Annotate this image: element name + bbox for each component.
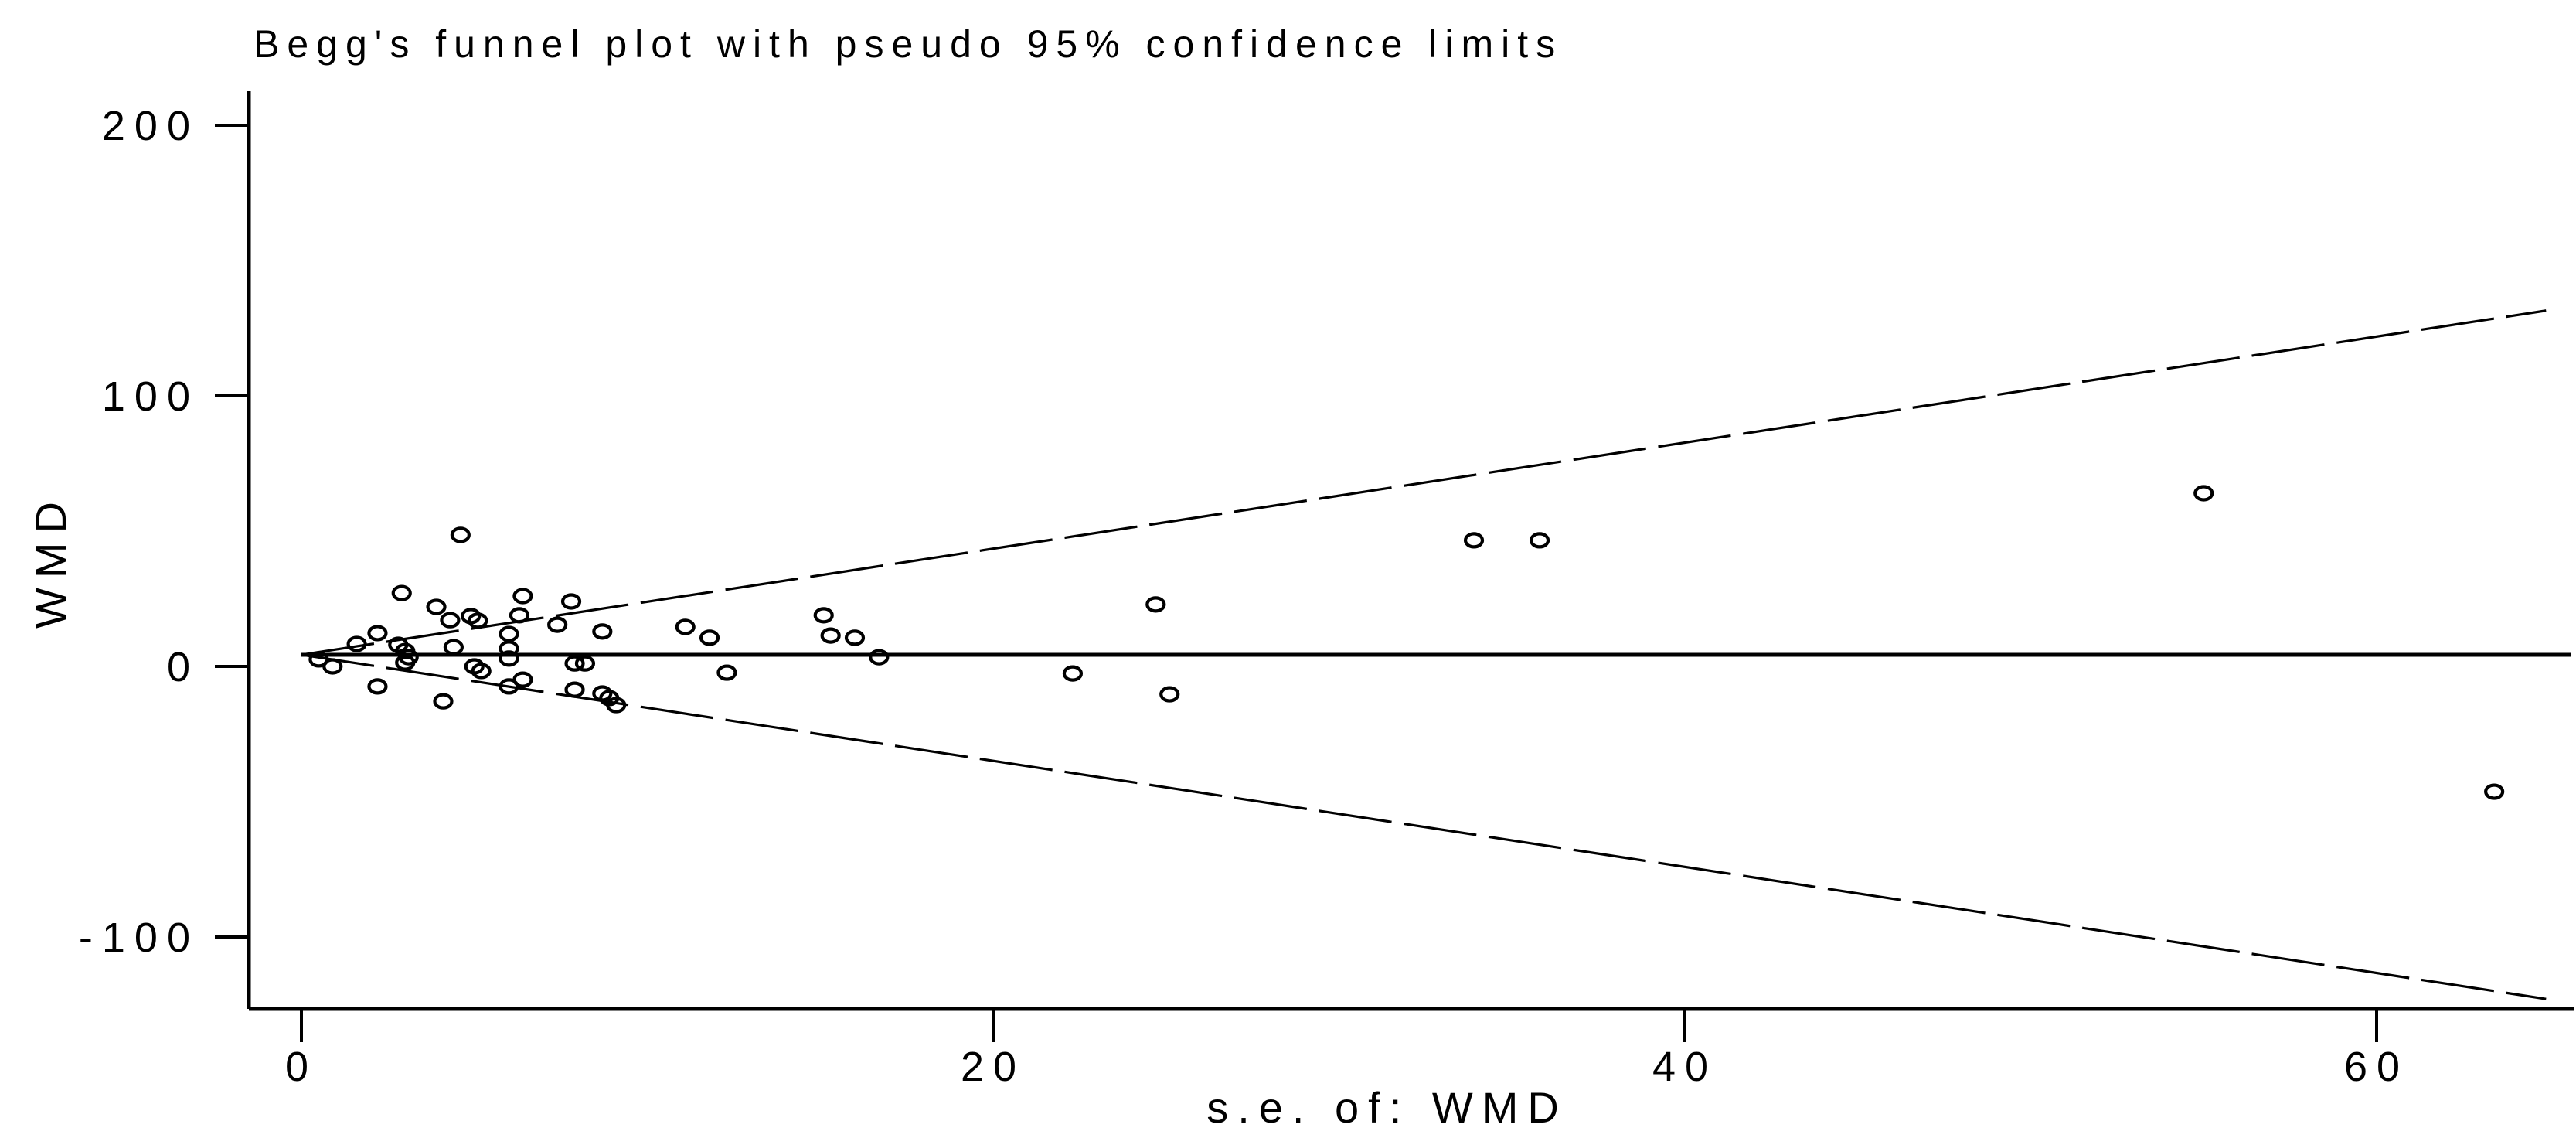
study-point xyxy=(2484,783,2505,800)
study-point xyxy=(471,663,492,680)
study-point xyxy=(2193,485,2214,502)
study-point xyxy=(346,635,367,652)
scatter-points-layer xyxy=(308,485,2505,800)
study-point xyxy=(1463,532,1485,549)
axes-layer: 200 100 0 -100 0 20 40 60 xyxy=(79,91,2574,1090)
study-point xyxy=(499,640,519,657)
study-point xyxy=(308,651,329,668)
study-point xyxy=(1159,686,1180,703)
upper-confidence-limit-line xyxy=(301,309,2547,656)
study-point xyxy=(813,607,834,624)
study-point xyxy=(499,625,519,642)
study-point xyxy=(869,649,890,666)
x-axis-title: s.e. of: WMD xyxy=(1206,1083,1568,1132)
study-point xyxy=(398,649,419,666)
y-tick-label: -100 xyxy=(79,915,199,961)
y-tick-label: 200 xyxy=(102,103,199,149)
study-point xyxy=(391,584,412,601)
study-point xyxy=(560,593,582,610)
study-point xyxy=(322,658,343,675)
funnel-lines-layer xyxy=(301,309,2571,1000)
x-tick-label: 60 xyxy=(2344,1044,2409,1090)
study-point xyxy=(440,612,461,629)
study-point xyxy=(426,598,447,615)
study-point xyxy=(564,681,585,698)
study-point xyxy=(1062,665,1084,682)
study-point xyxy=(512,588,533,605)
study-point xyxy=(1529,532,1550,549)
study-point xyxy=(509,607,530,624)
x-tick-label: 0 xyxy=(285,1044,318,1090)
y-tick-label: 100 xyxy=(102,373,199,420)
study-point xyxy=(675,618,696,635)
study-point xyxy=(699,629,720,646)
study-point xyxy=(499,650,519,667)
study-point xyxy=(367,678,388,695)
study-point xyxy=(1145,596,1166,613)
study-point xyxy=(468,612,488,629)
study-point xyxy=(367,625,388,642)
y-axis-title: WMD xyxy=(26,492,75,629)
study-point xyxy=(820,627,841,644)
y-tick-label: 0 xyxy=(167,644,199,690)
study-point xyxy=(716,664,737,681)
lower-confidence-limit-line xyxy=(301,653,2547,1000)
study-point xyxy=(450,526,471,543)
x-tick-label: 40 xyxy=(1652,1044,1717,1090)
study-point xyxy=(574,655,596,672)
study-point xyxy=(443,639,464,656)
study-point xyxy=(512,671,533,688)
study-point xyxy=(592,623,613,640)
study-point xyxy=(606,697,627,714)
x-tick-label: 20 xyxy=(961,1044,1026,1090)
study-point xyxy=(433,693,454,710)
study-point xyxy=(564,655,585,672)
study-point xyxy=(547,616,568,633)
chart-title: Begg's funnel plot with pseudo 95% confi… xyxy=(254,22,1563,66)
study-point xyxy=(844,629,866,646)
